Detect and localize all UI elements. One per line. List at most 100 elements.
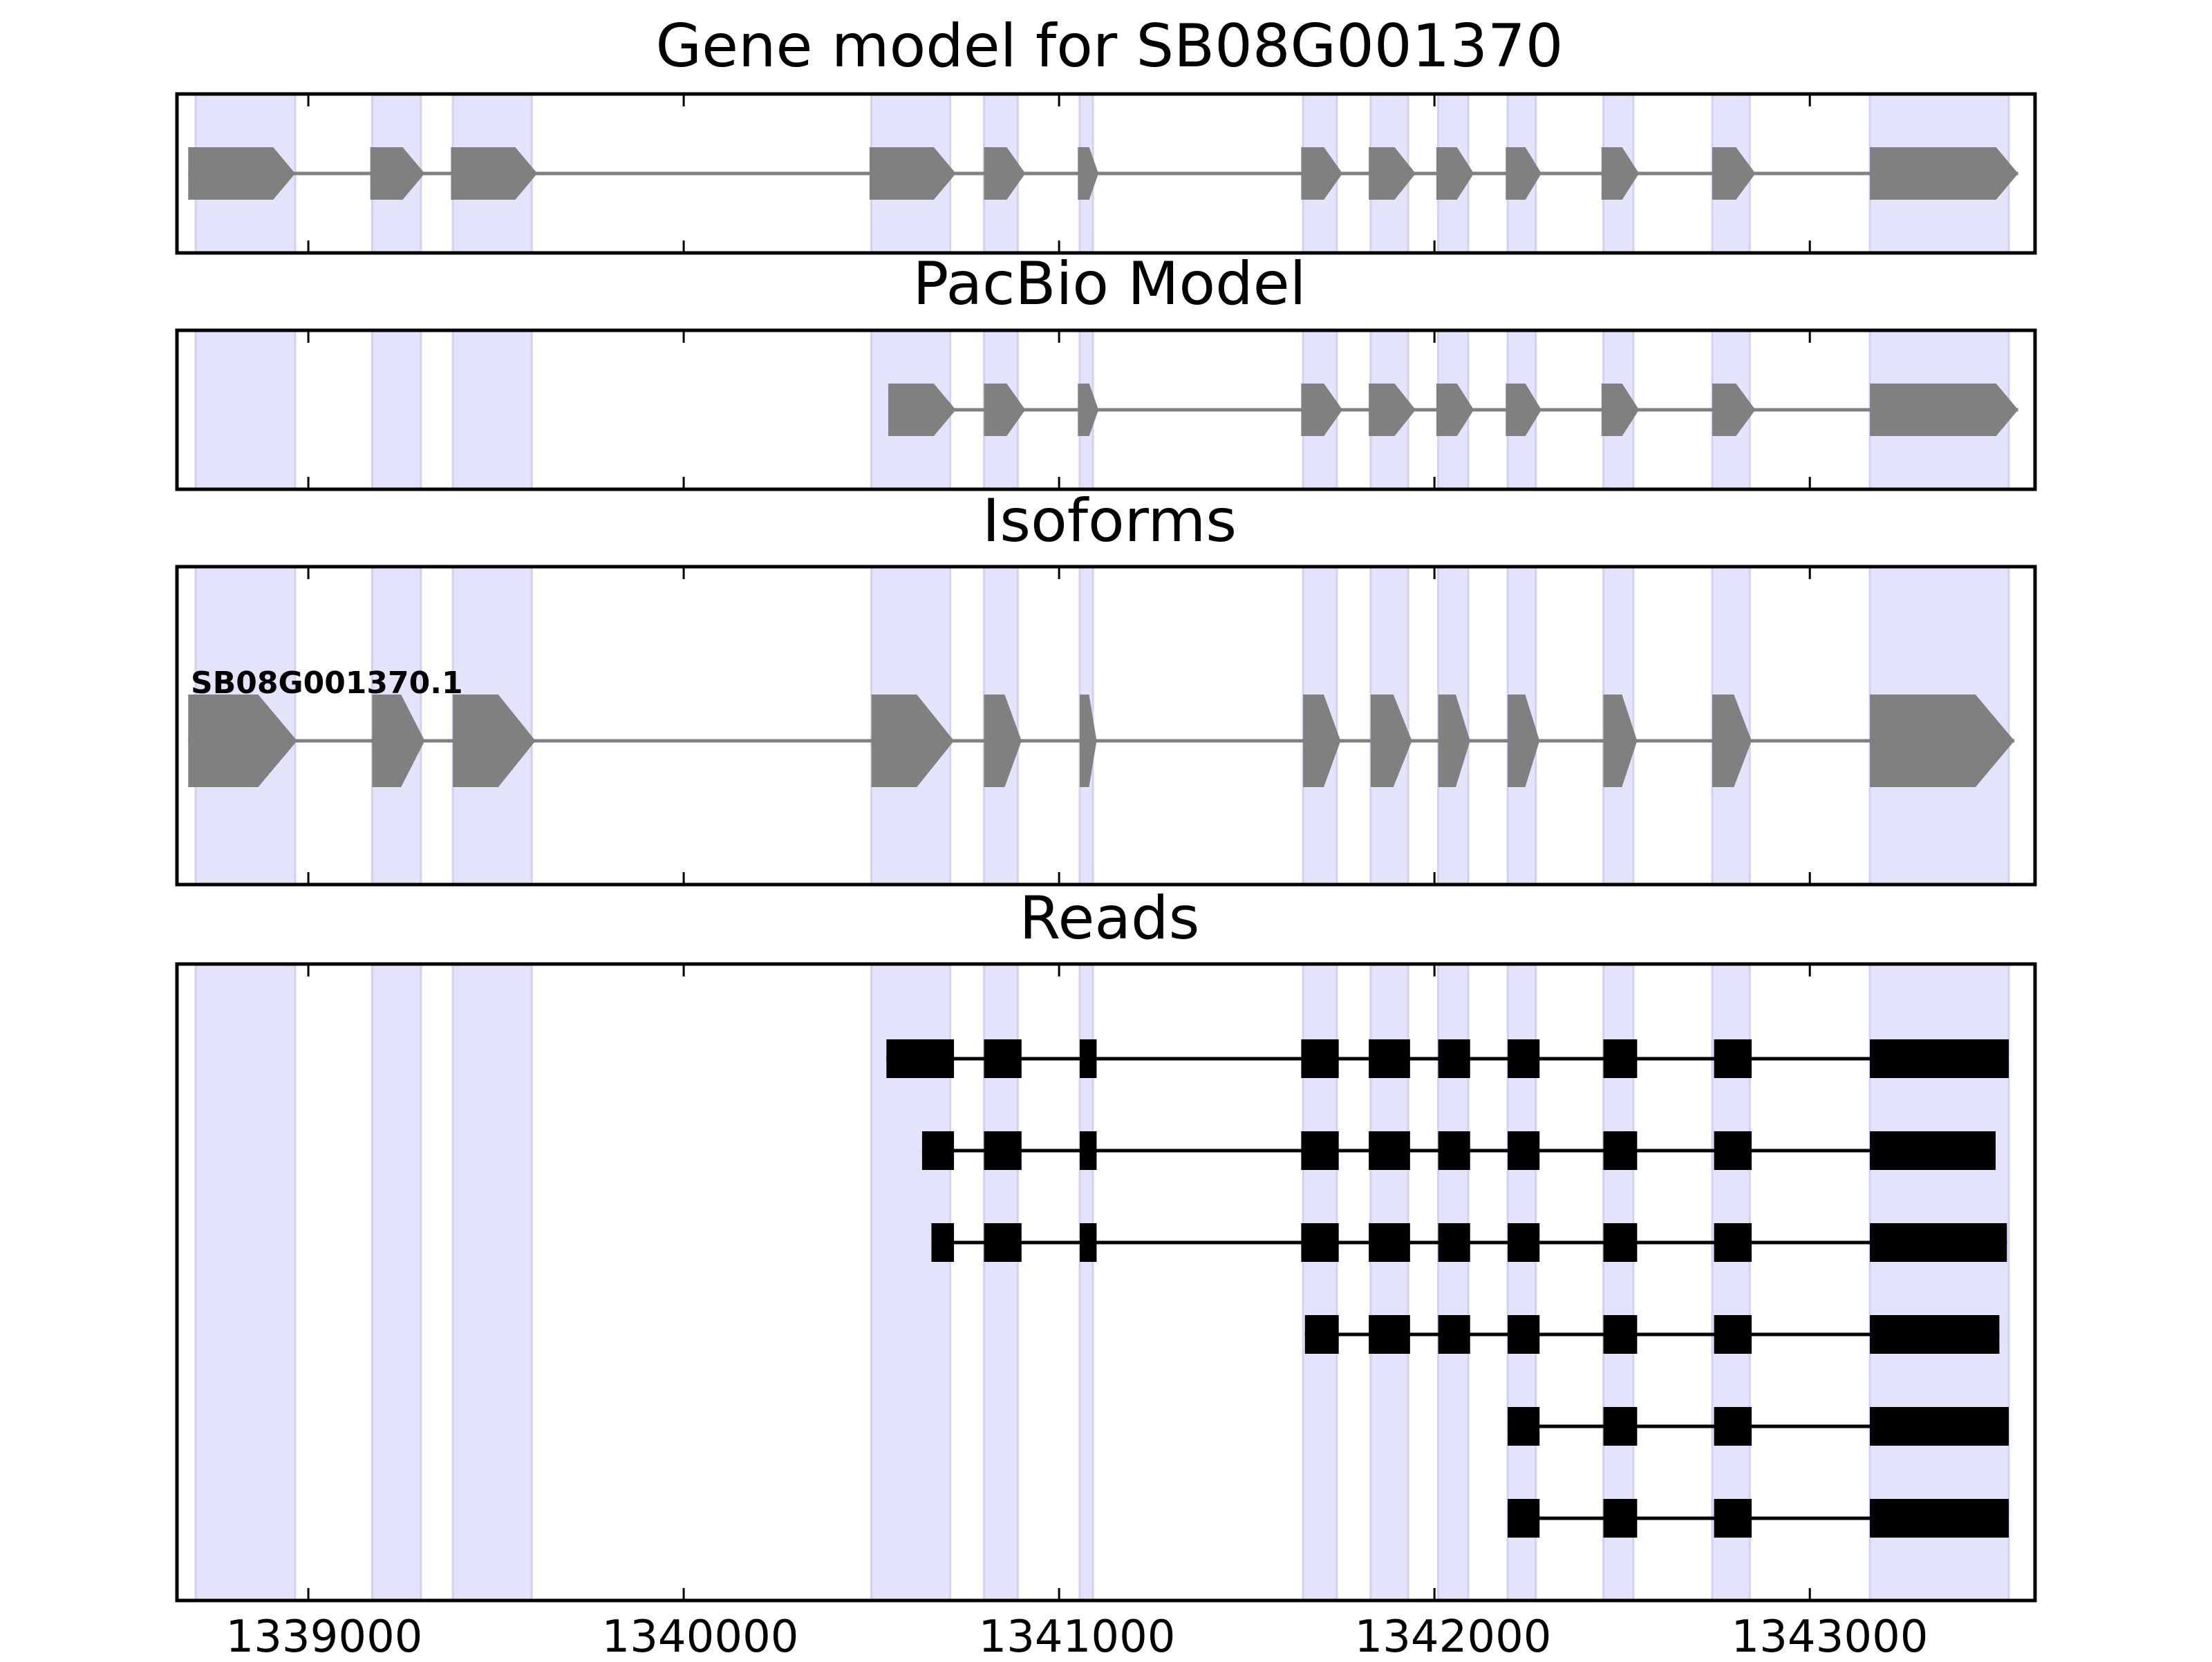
- panel-frame: [175, 328, 2037, 491]
- read-block: [1301, 1131, 1339, 1170]
- read-row: [1508, 1407, 2009, 1446]
- exon-arrow: [372, 695, 425, 787]
- read-block: [1603, 1223, 1638, 1262]
- exon-arrow: [984, 695, 1022, 787]
- exon-arrow: [984, 147, 1026, 200]
- read-row: [1304, 1315, 2000, 1354]
- exon-arrow: [869, 147, 956, 200]
- exon-arrow: [1370, 695, 1412, 787]
- exon-arrow: [188, 147, 296, 200]
- read-block: [1508, 1315, 1540, 1354]
- pacbio-model-panel: [175, 328, 2037, 491]
- exon-arrow: [1506, 384, 1541, 436]
- read-block: [1301, 1223, 1339, 1262]
- read-block: [1079, 1039, 1097, 1078]
- pacbio-model-title: PacBio Model: [912, 249, 1306, 319]
- x-tick-label: 1341000: [978, 1612, 1175, 1659]
- isoforms-title: Isoforms: [982, 487, 1237, 556]
- read-block: [1714, 1499, 1752, 1538]
- exon-arrow: [1712, 384, 1756, 436]
- read-block: [1508, 1039, 1540, 1078]
- panel-frame: [175, 565, 2037, 887]
- exon-arrow: [1436, 384, 1474, 436]
- read-block: [1508, 1223, 1540, 1262]
- read-block: [1870, 1315, 2000, 1354]
- exon-highlight-band: [194, 329, 297, 491]
- read-block: [1438, 1039, 1470, 1078]
- isoform-label: SB08G001370.1: [191, 665, 463, 701]
- read-block: [1079, 1223, 1097, 1262]
- exon-arrow: [1603, 695, 1638, 787]
- read-block: [1369, 1131, 1410, 1170]
- exon-arrow: [370, 147, 425, 200]
- exon-arrow: [1303, 695, 1341, 787]
- read-block: [984, 1223, 1022, 1262]
- exon-highlight-band: [194, 963, 297, 1602]
- read-block: [886, 1039, 955, 1078]
- read-row: [886, 1039, 2009, 1078]
- read-block: [1870, 1499, 2009, 1538]
- read-block: [1079, 1131, 1097, 1170]
- exon-arrow: [188, 695, 297, 787]
- read-block: [1438, 1315, 1470, 1354]
- exon-arrow: [1870, 695, 2015, 787]
- read-block: [1369, 1223, 1410, 1262]
- exon-arrow: [1301, 384, 1343, 436]
- read-block: [1301, 1039, 1339, 1078]
- x-tick-label: 1342000: [1354, 1612, 1551, 1659]
- read-row: [931, 1223, 2007, 1262]
- gene-model-title: Gene model for SB08G001370: [656, 12, 1564, 81]
- read-block: [1603, 1499, 1638, 1538]
- panel-frame: [175, 962, 2037, 1603]
- read-block: [1508, 1407, 1540, 1446]
- exon-arrow: [1301, 147, 1343, 200]
- read-block: [1714, 1407, 1752, 1446]
- exon-arrow: [1712, 147, 1756, 200]
- read-block: [1603, 1039, 1638, 1078]
- exon-highlight-band: [451, 963, 533, 1602]
- read-block: [1603, 1315, 1638, 1354]
- read-block: [1304, 1315, 1339, 1354]
- read-block: [984, 1131, 1022, 1170]
- exon-arrow: [1369, 147, 1416, 200]
- read-block: [1508, 1499, 1540, 1538]
- read-block: [1369, 1315, 1410, 1354]
- read-block: [1508, 1131, 1540, 1170]
- panel-frame: [175, 92, 2037, 255]
- x-tick-label: 1339000: [225, 1612, 422, 1659]
- read-block: [984, 1039, 1022, 1078]
- exon-arrow: [451, 147, 538, 200]
- read-row: [1508, 1499, 2009, 1538]
- reads-panel: [175, 962, 2037, 1603]
- read-block: [931, 1223, 955, 1262]
- read-block: [1603, 1131, 1638, 1170]
- exon-arrow: [1506, 147, 1541, 200]
- exon-arrow: [1078, 147, 1099, 200]
- gene-model-panel: [175, 92, 2037, 255]
- exon-arrow: [1870, 147, 2018, 200]
- read-block: [1714, 1039, 1752, 1078]
- exon-arrow: [1079, 695, 1097, 787]
- x-tick-label: 1340000: [601, 1612, 798, 1659]
- exon-arrow: [1870, 384, 2018, 436]
- exon-arrow: [1078, 384, 1099, 436]
- x-tick-label: 1343000: [1731, 1612, 1928, 1659]
- read-block: [1438, 1131, 1470, 1170]
- exon-arrow: [1601, 147, 1640, 200]
- exon-arrow: [1601, 384, 1640, 436]
- read-block: [1438, 1223, 1470, 1262]
- x-axis-labels: 1339000 1340000 1341000 1342000 1343000: [225, 1612, 1928, 1662]
- exon-arrow: [1508, 695, 1540, 787]
- read-block: [1714, 1131, 1752, 1170]
- read-block: [1603, 1407, 1638, 1446]
- exon-arrow: [1369, 384, 1416, 436]
- read-block: [1870, 1407, 2009, 1446]
- exon-highlight-band: [371, 963, 422, 1602]
- exon-arrow: [871, 695, 955, 787]
- exon-arrow: [1712, 695, 1752, 787]
- read-block: [1870, 1039, 2009, 1078]
- read-row: [921, 1131, 1996, 1170]
- read-block: [1714, 1223, 1752, 1262]
